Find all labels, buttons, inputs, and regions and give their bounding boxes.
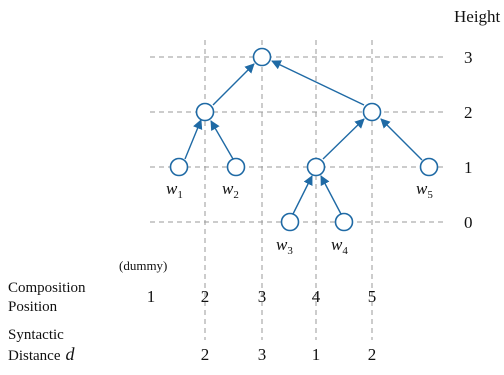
bottom-labels: (dummy) Composition Position Syntactic D… [8, 258, 167, 364]
syntactic-distance-value: 2 [368, 345, 377, 364]
word-labels: w1 w2 w3 w4 w5 [166, 179, 433, 257]
composition-label-line1: Composition [8, 280, 86, 296]
syntactic-distance-value: 2 [201, 345, 210, 364]
edge-n2a-to-root [212, 63, 255, 106]
edge-w3-to-n1 [292, 175, 313, 215]
edge-n1-to-n2b [322, 118, 365, 160]
word-label-w4: w4 [331, 235, 348, 257]
node-root [252, 47, 272, 67]
node-leaf-w5 [419, 157, 439, 177]
height-tick-0: 0 [464, 213, 473, 232]
composition-label-line2: Position [8, 299, 58, 315]
word-label-w3: w3 [276, 235, 293, 257]
node-leaf-w1 [169, 157, 189, 177]
grid-vertical [204, 40, 373, 340]
node-leaf-w3 [280, 212, 300, 232]
syntactic-label-line2: Distance d [8, 344, 75, 364]
syntactic-distance-value: 1 [312, 345, 321, 364]
height-axis-title: Height [454, 7, 501, 26]
syntactic-label-line1: Syntactic [8, 327, 64, 343]
composition-position-value: 5 [368, 287, 377, 306]
syntactic-distance-row: 2 3 1 2 [201, 345, 377, 364]
edge-w5-to-n2b [380, 118, 423, 161]
node-leaf-w4 [334, 212, 354, 232]
word-label-w2: w2 [222, 179, 239, 201]
tree-nodes [169, 47, 439, 232]
height-tick-1: 1 [464, 158, 473, 177]
dummy-label: (dummy) [119, 258, 167, 273]
tree-edges [184, 60, 423, 215]
edge-w4-to-n1 [320, 175, 342, 215]
node-internal-right [362, 102, 382, 122]
word-label-w1: w1 [166, 179, 183, 201]
composition-position-value: 1 [147, 287, 156, 306]
edge-n2b-to-root [271, 60, 365, 106]
height-tick-2: 2 [464, 103, 473, 122]
edge-w2-to-n2a [210, 120, 234, 160]
composition-position-value: 2 [201, 287, 210, 306]
edge-w1-to-n2a [184, 119, 203, 160]
word-label-w5: w5 [416, 179, 433, 201]
node-internal-left [195, 102, 215, 122]
node-internal-mid [306, 157, 326, 177]
height-axis: Height 3 2 1 0 [454, 7, 501, 232]
composition-position-row: 1 2 3 4 5 [147, 287, 377, 306]
syntactic-distance-value: 3 [258, 345, 267, 364]
height-tick-3: 3 [464, 48, 473, 67]
composition-position-value: 3 [258, 287, 267, 306]
node-leaf-w2 [226, 157, 246, 177]
composition-position-value: 4 [312, 287, 321, 306]
